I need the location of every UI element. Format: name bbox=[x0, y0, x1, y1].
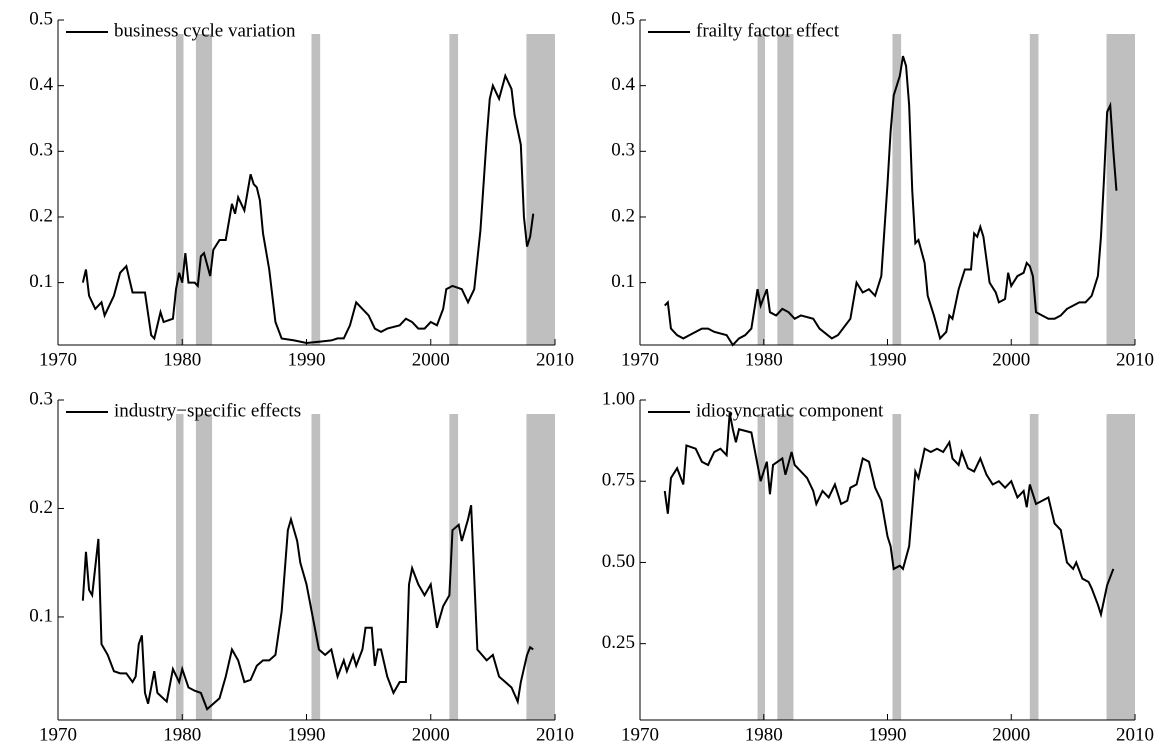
y-tick-label: 0.1 bbox=[29, 605, 53, 626]
recession-band bbox=[1029, 34, 1039, 345]
recession-band bbox=[892, 34, 902, 345]
x-tick-label: 1990 bbox=[869, 349, 907, 370]
x-tick-label: 1990 bbox=[288, 724, 326, 745]
x-tick-label: 1970 bbox=[621, 724, 659, 745]
series-line bbox=[663, 412, 1115, 619]
x-tick-label: 2010 bbox=[1116, 724, 1154, 745]
y-tick-label: 0.1 bbox=[29, 271, 53, 292]
y-tick-label: 0.4 bbox=[29, 74, 53, 95]
series-line bbox=[81, 505, 534, 711]
recession-band bbox=[777, 34, 794, 345]
y-tick-label: 0.1 bbox=[611, 271, 635, 292]
recession-band bbox=[195, 34, 213, 345]
recession-band bbox=[777, 414, 794, 720]
legend-label: idiosyncratic component bbox=[696, 400, 884, 421]
y-tick-label: 1.00 bbox=[602, 388, 635, 409]
x-tick-label: 2000 bbox=[412, 349, 450, 370]
y-tick-label: 0.2 bbox=[29, 205, 53, 226]
recession-band bbox=[757, 34, 765, 345]
y-tick-label: 0.5 bbox=[611, 8, 635, 29]
x-tick-label: 1980 bbox=[745, 349, 783, 370]
y-tick-label: 0.2 bbox=[611, 205, 635, 226]
x-tick-label: 2000 bbox=[992, 349, 1030, 370]
y-tick-label: 0.75 bbox=[602, 470, 635, 491]
y-tick-label: 0.2 bbox=[29, 497, 53, 518]
recession-band bbox=[449, 414, 459, 720]
y-tick-label: 0.50 bbox=[602, 551, 635, 572]
y-tick-label: 0.3 bbox=[29, 140, 53, 161]
recession-band bbox=[195, 414, 213, 720]
legend-label: industry−specific effects bbox=[114, 400, 301, 421]
x-tick-label: 1980 bbox=[163, 724, 201, 745]
recession-band bbox=[1106, 34, 1135, 345]
y-tick-label: 0.3 bbox=[29, 388, 53, 409]
legend-label: frailty factor effect bbox=[696, 20, 840, 41]
x-tick-label: 1980 bbox=[163, 349, 201, 370]
y-tick-label: 0.4 bbox=[611, 74, 635, 95]
x-tick-label: 1990 bbox=[869, 724, 907, 745]
recession-band bbox=[526, 414, 555, 720]
y-tick-label: 0.25 bbox=[602, 632, 635, 653]
x-tick-label: 2010 bbox=[1116, 349, 1154, 370]
recession-band bbox=[1029, 414, 1039, 720]
x-tick-label: 1990 bbox=[288, 349, 326, 370]
x-tick-label: 2010 bbox=[536, 724, 574, 745]
x-tick-label: 1970 bbox=[39, 724, 77, 745]
recession-band bbox=[757, 414, 765, 720]
series-line bbox=[664, 55, 1118, 347]
x-tick-label: 1970 bbox=[621, 349, 659, 370]
recession-band bbox=[526, 34, 555, 345]
x-tick-label: 2000 bbox=[412, 724, 450, 745]
y-tick-label: 0.3 bbox=[611, 140, 635, 161]
x-tick-label: 2010 bbox=[536, 349, 574, 370]
recession-band bbox=[1106, 414, 1135, 720]
recession-band bbox=[176, 34, 184, 345]
series-line bbox=[81, 72, 535, 345]
recession-band bbox=[311, 414, 321, 720]
recession-band bbox=[311, 34, 321, 345]
recession-band bbox=[449, 34, 459, 345]
y-tick-label: 0.5 bbox=[29, 8, 53, 29]
x-tick-label: 2000 bbox=[992, 724, 1030, 745]
legend-label: business cycle variation bbox=[114, 20, 296, 41]
x-tick-label: 1970 bbox=[39, 349, 77, 370]
x-tick-label: 1980 bbox=[745, 724, 783, 745]
recession-band bbox=[176, 414, 184, 720]
